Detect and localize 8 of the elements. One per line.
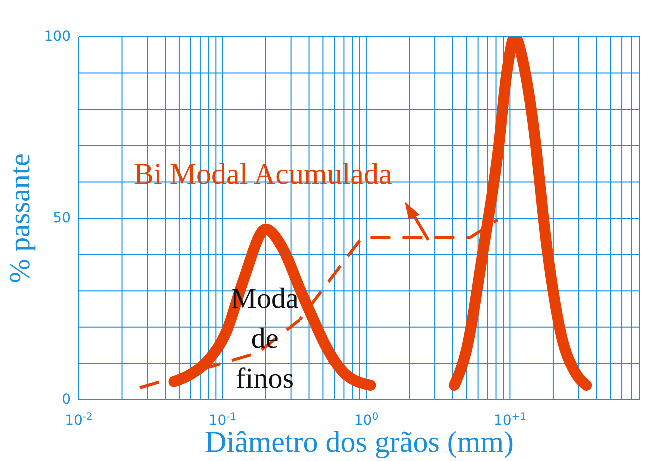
y-tick-label: 50	[53, 210, 71, 226]
y-tick-label: 0	[62, 392, 71, 408]
x-tick-label: 10$^{0}$	[354, 412, 379, 429]
x-tick-label: 10$^{-1}$	[208, 412, 237, 429]
x-tick-label: 10$^{+1}$	[494, 412, 526, 429]
y-axis-title: % passante	[4, 154, 36, 284]
y-tick-label: 100	[44, 29, 71, 45]
x-tick-label: 10$^{-2}$	[65, 412, 93, 429]
